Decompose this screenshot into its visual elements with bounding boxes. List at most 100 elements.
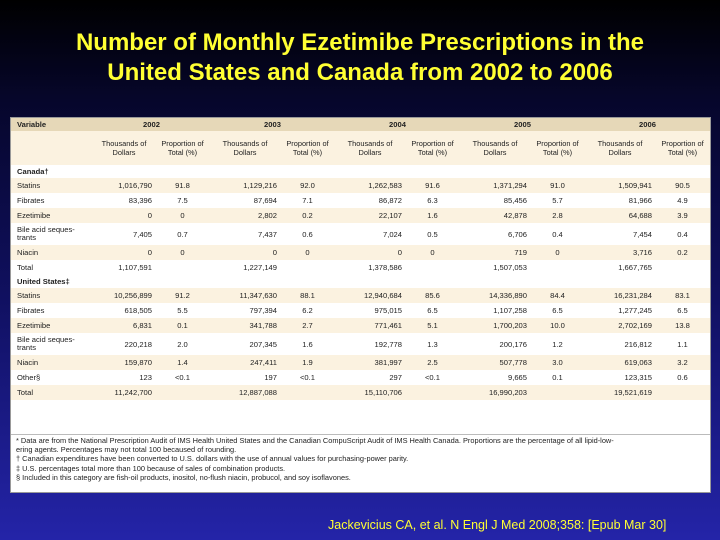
dollars-cell: 123,315 (624, 373, 652, 382)
slide-title: Number of Monthly Ezetimibe Prescription… (0, 28, 720, 88)
table-row: Niacin 0 0 0 0 0 0 719 0 3,716 0.2 (11, 245, 710, 260)
proportion-cell: 92.0 (280, 178, 335, 193)
dollars-cell: 123 (139, 373, 152, 382)
subheader-row: Thousands of Dollars Proportion of Total… (11, 131, 710, 165)
dollars-cell: 7,437 (257, 229, 277, 239)
row-label: Niacin (11, 245, 93, 260)
dollars-cell: 1,227,149 (243, 263, 277, 272)
row-label: Total (11, 385, 93, 400)
proportion-cell: 10.0 (530, 318, 585, 333)
proportion-cell: 0 (155, 245, 210, 260)
table-row: Ezetimibe 6,831 0.1 341,788 2.7 771,461 5.1 1,7… (11, 318, 710, 333)
dollars-header: Thousands of Dollars (460, 131, 530, 165)
dollars-cell: 216,812 (624, 339, 652, 349)
dollars-cell: 1,378,586 (368, 263, 402, 272)
proportion-cell: 0.6 (677, 373, 688, 382)
proportion-cell: 5.7 (552, 196, 563, 205)
footnote: ering agents. Percentages may not total … (16, 445, 237, 455)
dollars-cell: 19,521,619 (585, 385, 655, 400)
dollars-cell: 197 (264, 373, 277, 382)
proportion-cell: 0.4 (552, 229, 563, 239)
proportion-cell: 5.5 (177, 306, 188, 315)
proportion-header: Proportion of Total (%) (655, 131, 710, 165)
proportion-cell: 1.4 (155, 355, 210, 370)
dollars-header: Thousands of Dollars (210, 131, 280, 165)
row-label: Bile acid seques-trants (17, 225, 75, 242)
dollars-cell: 719 (460, 245, 530, 260)
table-row: Total 1,107,591 1,227,149 1,378,586 1,507,05… (11, 260, 710, 275)
proportion-cell (530, 385, 585, 400)
proportion-cell: 1.6 (302, 339, 313, 349)
dollars-cell: 16,990,203 (460, 385, 530, 400)
dollars-cell: 1,277,245 (618, 306, 652, 315)
proportion-cell: 0.6 (302, 229, 313, 239)
proportion-cell: 2.8 (530, 208, 585, 223)
dollars-cell: 1,107,591 (118, 263, 152, 272)
proportion-cell: 91.6 (405, 178, 460, 193)
proportion-cell: 1.9 (280, 355, 335, 370)
dollars-cell: 10,256,899 (93, 288, 155, 303)
proportion-cell: 1.1 (677, 339, 688, 349)
dollars-cell: 42,878 (460, 208, 530, 223)
proportion-cell: 0.1 (155, 318, 210, 333)
dollars-cell: 797,394 (249, 306, 277, 315)
footnote: ‡ U.S. percentages total more than 100 b… (16, 463, 286, 473)
dollars-cell: 12,887,088 (210, 385, 280, 400)
proportion-cell: 1.6 (405, 208, 460, 223)
row-label: Other§ (17, 373, 41, 382)
table-row: Fibrates 83,396 7.5 87,694 7.1 86,872 6.3 85,45… (11, 193, 710, 208)
footnote: * Data are from the National Prescriptio… (16, 436, 614, 445)
proportion-cell: 0.1 (552, 373, 563, 382)
footnote: † Canadian expenditures have been conver… (16, 454, 409, 464)
prescription-table: Variable 2002 2003 2004 2005 2006 Thousa… (11, 118, 710, 400)
table-row: Statins 10,256,899 91.2 11,347,630 88.1 12,94… (11, 288, 710, 303)
dollars-cell: 6,706 (507, 229, 527, 239)
dollars-cell: 7,024 (382, 229, 402, 239)
proportion-cell: 4.9 (677, 196, 688, 205)
proportion-cell (155, 260, 210, 275)
proportion-cell: 2.0 (177, 339, 188, 349)
dollars-cell: 15,110,706 (335, 385, 405, 400)
proportion-header: Proportion of Total (%) (405, 131, 460, 165)
dollars-cell: 85,456 (503, 196, 527, 205)
proportion-cell: <0.1 (175, 373, 190, 382)
year-header: 2003 (210, 118, 335, 131)
table-row: Niacin 159,870 1.4 247,411 1.9 381,997 2.5 507,… (11, 355, 710, 370)
section-header-row: Canada† (11, 165, 710, 178)
dollars-cell: 11,242,700 (93, 385, 155, 400)
table-row: Ezetimibe 0 0 2,802 0.2 22,107 1.6 42,878 2.8 64,… (11, 208, 710, 223)
row-label: Statins (11, 178, 93, 193)
proportion-header: Proportion of Total (%) (155, 131, 210, 165)
table-row: Bile acid seques-trants 220,218 2.0 207,345… (11, 333, 710, 355)
dollars-cell: 1,509,941 (585, 178, 655, 193)
proportion-cell: 6.3 (427, 196, 438, 205)
dollars-cell: 81,966 (628, 196, 652, 205)
table-row: Bile acid seques-trants 7,405 0.7 7,437 0.6 7… (11, 223, 710, 245)
dollars-cell: 0 (93, 245, 155, 260)
dollars-cell: 200,176 (499, 339, 527, 349)
dollars-cell: 247,411 (210, 355, 280, 370)
proportion-cell: 13.8 (655, 318, 710, 333)
dollars-cell: 1,667,765 (618, 263, 652, 272)
proportion-cell: <0.1 (425, 373, 440, 382)
row-label: Niacin (11, 355, 93, 370)
dollars-cell: 86,872 (378, 196, 402, 205)
table-row: Statins 1,016,790 91.8 1,129,216 92.0 1,262,5… (11, 178, 710, 193)
dollars-cell: 2,702,169 (585, 318, 655, 333)
proportion-cell: 0 (530, 245, 585, 260)
dollars-cell: 618,505 (124, 306, 152, 315)
dollars-cell: 220,218 (124, 339, 152, 349)
dollars-cell: 2,802 (210, 208, 280, 223)
row-label: Bile acid seques-trants (17, 335, 75, 352)
dollars-header: Thousands of Dollars (585, 131, 655, 165)
dollars-cell: 297 (389, 373, 402, 382)
dollars-cell: 0 (335, 245, 405, 260)
proportion-cell: <0.1 (300, 373, 315, 382)
dollars-cell: 0 (93, 208, 155, 223)
dollars-cell: 771,461 (335, 318, 405, 333)
dollars-cell: 7,454 (632, 229, 652, 239)
dollars-cell: 0 (210, 245, 280, 260)
proportion-cell: 0.5 (427, 229, 438, 239)
proportion-cell (405, 260, 460, 275)
dollars-cell: 14,336,890 (460, 288, 530, 303)
